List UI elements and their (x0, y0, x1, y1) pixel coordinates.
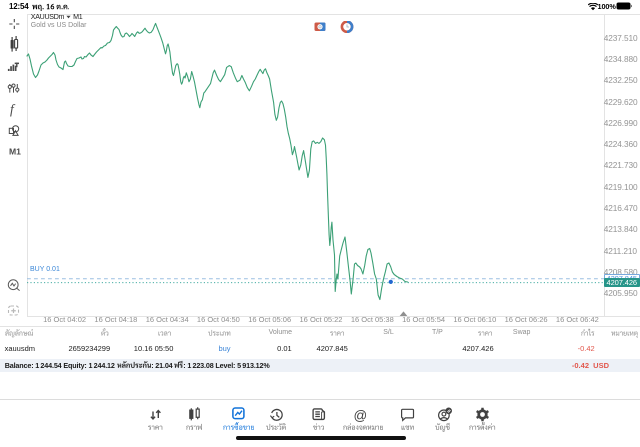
svg-text:f: f (10, 102, 16, 117)
svg-text:M1: M1 (9, 146, 21, 156)
